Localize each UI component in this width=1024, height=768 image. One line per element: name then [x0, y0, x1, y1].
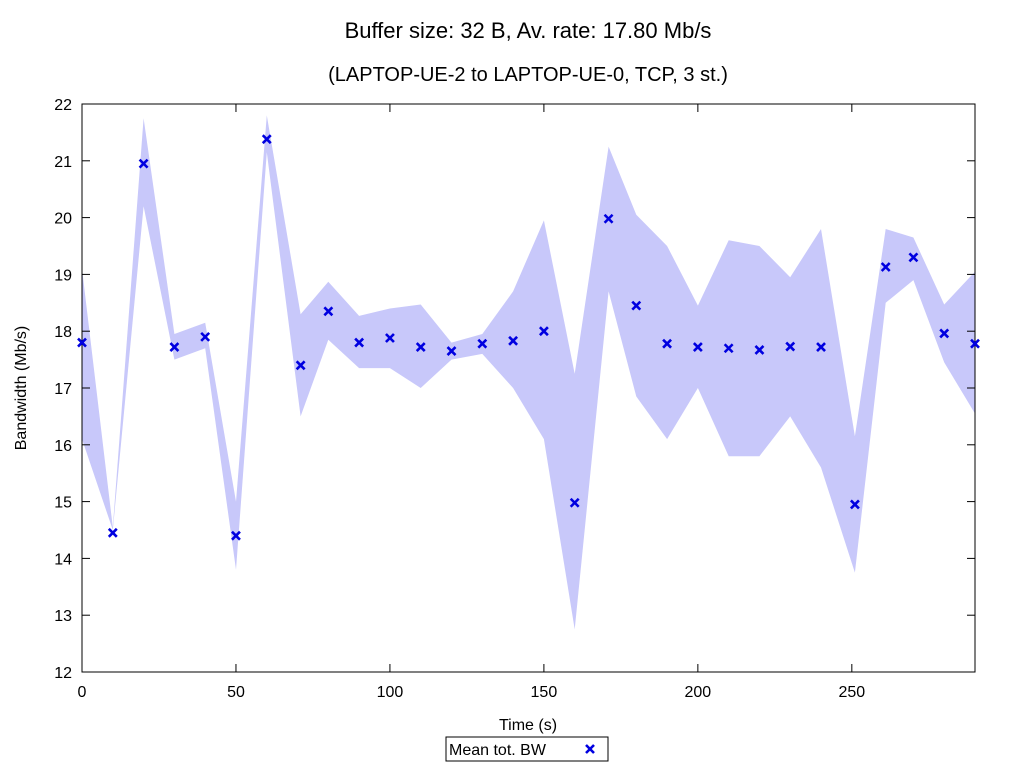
marker-stroke [477, 338, 488, 349]
marker-stroke [231, 530, 241, 541]
marker-stroke [569, 497, 580, 508]
chart-subtitle: (LAPTOP-UE-2 to LAPTOP-UE-0, TCP, 3 st.) [328, 64, 728, 86]
confidence-band [82, 115, 975, 630]
x-tick-label: 0 [78, 684, 87, 701]
data-point [477, 338, 488, 349]
data-point [385, 333, 395, 343]
data-point [231, 530, 241, 541]
x-tick-label: 100 [377, 684, 404, 701]
marker-stroke [538, 326, 549, 337]
marker-stroke [785, 341, 796, 352]
y-tick-label: 15 [54, 495, 72, 512]
data-point [354, 337, 365, 348]
marker-stroke [723, 343, 734, 354]
data-point [169, 342, 180, 353]
marker-stroke [385, 333, 395, 343]
marker-stroke [908, 252, 919, 263]
plot-area: 0 50 100 150 200 250 12 13 14 15 16 17 18 19 20 21 22 [54, 97, 980, 701]
data-point [446, 346, 457, 356]
y-tick-label: 18 [54, 324, 72, 341]
marker-stroke [415, 342, 426, 353]
data-point [662, 338, 672, 349]
marker-stroke [849, 499, 860, 510]
x-tick-label: 200 [685, 684, 712, 701]
x-tick-label: 250 [838, 684, 865, 701]
marker-stroke [508, 335, 519, 346]
data-point [77, 337, 87, 348]
data-point [415, 342, 426, 353]
data-point [508, 335, 519, 346]
marker-stroke [816, 342, 826, 353]
marker-stroke [107, 527, 118, 538]
data-point [631, 300, 642, 311]
confidence-band-layer [82, 115, 975, 630]
marker-stroke [585, 744, 595, 754]
data-point [785, 341, 796, 352]
marker-stroke [939, 328, 950, 339]
marker-stroke [446, 346, 457, 356]
axis-ticks: 0 50 100 150 200 250 12 13 14 15 16 17 18 19 20 21 22 [54, 97, 975, 701]
marker-stroke [880, 262, 891, 272]
y-tick-label: 21 [54, 154, 72, 171]
y-tick-label: 14 [54, 551, 72, 568]
data-point [816, 342, 826, 353]
marker-stroke [754, 345, 765, 355]
x-axis-label: Time (s) [499, 717, 557, 734]
y-tick-label: 13 [54, 608, 72, 625]
y-axis-label: Bandwidth (Mb/s) [13, 326, 30, 451]
legend-marker-x-icon [585, 744, 595, 754]
x-tick-label: 50 [227, 684, 245, 701]
marker-stroke [603, 213, 614, 224]
legend-box [445, 736, 609, 762]
legend-label: Mean tot. BW [449, 742, 547, 759]
marker-stroke [200, 331, 211, 342]
y-tick-label: 20 [54, 211, 72, 228]
marker-stroke [261, 134, 272, 145]
marker-stroke [662, 338, 672, 349]
data-point [692, 342, 703, 353]
data-point [723, 343, 734, 354]
y-tick-label: 22 [54, 97, 72, 114]
x-tick-label: 150 [531, 684, 558, 701]
chart-title: Buffer size: 32 B, Av. rate: 17.80 Mb/s [345, 18, 712, 43]
data-point [908, 252, 919, 263]
data-point [603, 213, 614, 224]
data-point [295, 360, 306, 371]
data-point [569, 497, 580, 508]
y-tick-label: 19 [54, 267, 72, 284]
marker-stroke [631, 300, 642, 311]
data-markers [77, 134, 980, 541]
data-point [880, 262, 891, 272]
data-point [970, 338, 980, 349]
legend: Mean tot. BW [445, 736, 609, 762]
marker-stroke [354, 337, 365, 348]
data-point [538, 326, 549, 337]
marker-stroke [970, 338, 980, 349]
y-tick-label: 16 [54, 438, 72, 455]
data-point [939, 328, 950, 339]
marker-stroke [295, 360, 306, 371]
data-point [754, 345, 765, 355]
data-point [200, 331, 211, 342]
data-point [261, 134, 272, 145]
data-point [138, 158, 149, 169]
legend-marker [585, 744, 595, 754]
marker-stroke [77, 337, 87, 348]
marker-stroke [323, 306, 334, 317]
data-point [849, 499, 860, 510]
marker-stroke [692, 342, 703, 353]
y-tick-label: 17 [54, 381, 72, 398]
data-point [323, 306, 334, 317]
data-point [107, 527, 118, 538]
marker-stroke [138, 158, 149, 169]
marker-stroke [169, 342, 180, 353]
y-tick-label: 12 [54, 665, 72, 682]
